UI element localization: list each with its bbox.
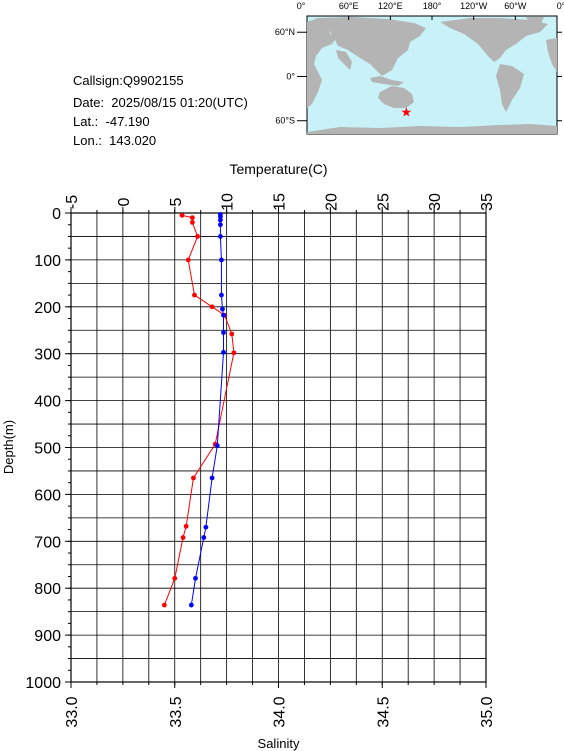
salinity-point: [221, 330, 226, 335]
temperature-point: [185, 257, 191, 263]
axis-ticks: [65, 207, 487, 688]
salinity-line: [190, 214, 225, 606]
bottom-axis-tick-label: 33.5: [168, 696, 185, 727]
map-latitude-label: 60°S: [275, 116, 295, 126]
y-axis-tick-label: 200: [34, 300, 61, 317]
map-longitude-label: 180°: [423, 1, 442, 11]
top-axis-label: Temperature(C): [229, 161, 327, 177]
salinity-point: [201, 535, 207, 540]
temperature-point: [231, 350, 237, 356]
top-axis-tick-label: 5: [168, 197, 185, 206]
y-axis-tick-label: 500: [34, 441, 61, 458]
world-map: ★ 0° 60°E 120°E 180° 120°W 60°W 0° 60°N 0° 60°S: [275, 1, 564, 135]
land-south-america: [496, 64, 524, 112]
salinity-point: [219, 292, 224, 298]
temperature-point: [195, 234, 200, 239]
salinity-point: [203, 524, 209, 530]
bottom-axis-tick-label: 35.0: [479, 696, 496, 727]
land-indonesia: [370, 76, 404, 86]
y-axis-tick-label: 0: [52, 206, 61, 223]
salinity-point: [209, 475, 215, 481]
top-axis-tick-label: 0: [116, 197, 133, 206]
grid: [71, 213, 486, 682]
latitude-text: Lat.: -47.190: [73, 114, 150, 129]
map-longitude-label: 0°: [557, 1, 564, 11]
top-axis-tick-label: 30: [427, 193, 444, 211]
salinity-point: [218, 222, 223, 228]
y-axis-tick-label: 1000: [25, 675, 61, 692]
top-axis-tick-label: 25: [375, 193, 392, 211]
temperature-point: [192, 292, 197, 298]
top-axis-tick-label: -5: [64, 195, 81, 209]
temperature-line: [163, 214, 235, 606]
top-axis-tick-label: 10: [220, 193, 237, 211]
bottom-axis-label: Salinity: [258, 736, 300, 751]
bottom-axis-tick-label: 33.0: [64, 696, 81, 727]
series-layer: [161, 212, 237, 608]
date-text: Date: 2025/08/15 01:20(UTC): [73, 95, 248, 110]
temperature-point: [180, 535, 186, 540]
temperature-point: [189, 219, 195, 225]
map-latitude-label: 0°: [286, 71, 295, 81]
callsign-text: Callsign:Q9902155: [73, 73, 184, 88]
salinity-point: [188, 602, 194, 608]
land-africa-east: [546, 38, 557, 72]
y-axis-tick-label: 400: [34, 394, 61, 411]
top-axis-tick-label: 15: [272, 193, 289, 211]
temperature-point: [183, 523, 189, 529]
map-latitude-label: 60°N: [275, 27, 295, 37]
temperature-point: [189, 215, 195, 221]
land-north-america: [440, 18, 548, 62]
salinity-point: [221, 312, 226, 318]
bottom-axis-tick-label: 34.5: [375, 696, 392, 727]
map-land: [307, 17, 557, 134]
salinity-point: [219, 257, 224, 263]
y-axis-tick-label: 700: [34, 534, 61, 551]
temperature-point: [161, 602, 167, 608]
y-axis-tick-label: 300: [34, 347, 61, 364]
map-latitude-labels: 60°N 0° 60°S: [275, 27, 562, 126]
y-axis-tick-label: 100: [34, 253, 61, 270]
top-axis-tick-label: 35: [479, 193, 496, 211]
y-axis-tick-label: 600: [34, 487, 61, 504]
salinity-point: [218, 214, 223, 220]
temperature-point: [209, 304, 215, 310]
map-longitude-label: 0°: [297, 1, 306, 11]
land-greenland: [526, 17, 544, 26]
map-longitude-labels: 0° 60°E 120°E 180° 120°W 60°W 0°: [297, 1, 564, 20]
salinity-point: [214, 443, 220, 449]
map-longitude-label: 60°E: [339, 1, 359, 11]
salinity-point: [218, 217, 223, 223]
land-asia: [318, 17, 426, 76]
longitude-text: Lon.: 143.020: [73, 133, 157, 148]
salinity-point: [220, 306, 225, 312]
land-antarctica: [307, 124, 557, 134]
top-axis-tick-label: 20: [323, 193, 340, 211]
map-longitude-label: 60°W: [504, 1, 527, 11]
salinity-point: [218, 234, 223, 239]
temperature-point: [229, 331, 235, 337]
y-axis-label: Depth(m): [1, 420, 16, 474]
salinity-point: [193, 575, 198, 581]
land-africa-europe: [307, 18, 336, 108]
star-icon: ★: [400, 104, 412, 119]
y-axis-tick-label: 800: [34, 581, 61, 598]
map-longitude-label: 120°E: [378, 1, 403, 11]
salinity-point: [221, 349, 226, 355]
land-india: [336, 50, 352, 70]
temperature-point: [191, 475, 196, 481]
map-longitude-label: 120°W: [460, 1, 488, 11]
bottom-axis-tick-label: 34.0: [272, 696, 289, 727]
temperature-point: [179, 212, 185, 218]
y-axis-tick-label: 900: [34, 628, 61, 645]
land-australia: [378, 86, 414, 108]
temperature-point: [172, 575, 178, 581]
